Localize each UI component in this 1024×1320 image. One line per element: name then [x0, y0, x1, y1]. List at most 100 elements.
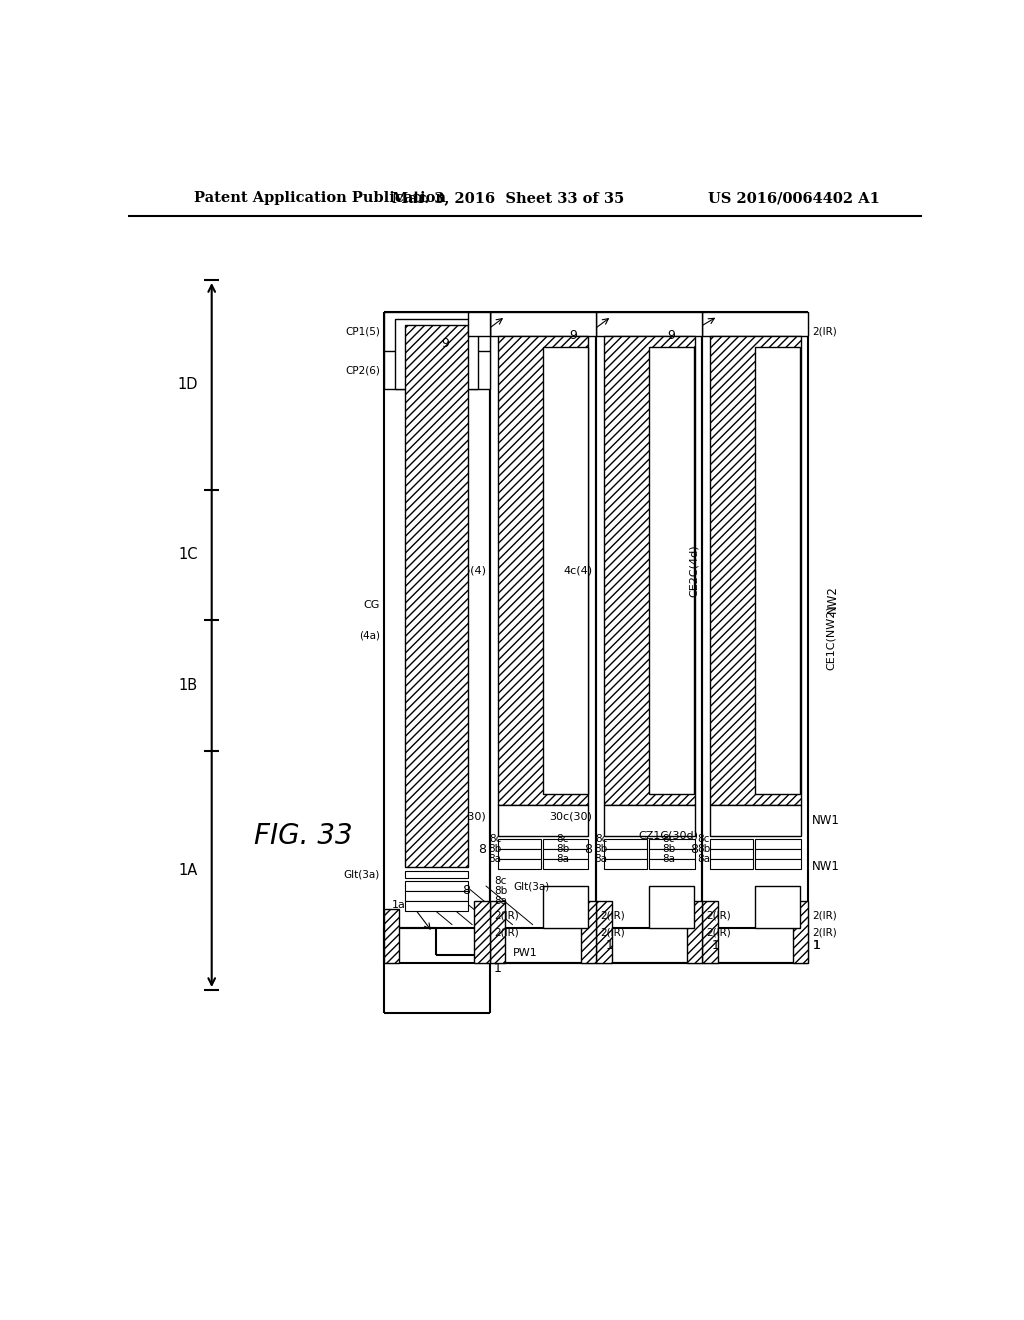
- Bar: [649, 859, 694, 869]
- Text: US 2016/0064402 A1: US 2016/0064402 A1: [708, 191, 880, 206]
- Bar: [710, 335, 801, 805]
- Text: PW1: PW1: [513, 948, 538, 958]
- Text: 1: 1: [494, 962, 502, 975]
- Text: 8b: 8b: [494, 886, 507, 896]
- Bar: [468, 313, 489, 335]
- Bar: [406, 891, 468, 900]
- Text: NW2: NW2: [825, 585, 839, 612]
- Bar: [604, 859, 647, 869]
- Text: 2(IR): 2(IR): [812, 927, 837, 937]
- Bar: [498, 335, 589, 805]
- Text: 8c: 8c: [494, 875, 506, 886]
- Bar: [604, 849, 647, 859]
- Bar: [498, 859, 541, 869]
- Text: 8c: 8c: [595, 834, 607, 843]
- Bar: [755, 347, 800, 793]
- Text: 2(IR): 2(IR): [707, 911, 731, 920]
- Text: 9: 9: [569, 329, 577, 342]
- Bar: [395, 318, 478, 389]
- Text: (4a): (4a): [358, 631, 380, 640]
- Bar: [543, 840, 589, 849]
- Bar: [649, 886, 693, 928]
- Text: 30b(30): 30b(30): [442, 812, 486, 822]
- Bar: [702, 902, 718, 964]
- Text: Mar. 3, 2016  Sheet 33 of 35: Mar. 3, 2016 Sheet 33 of 35: [391, 191, 624, 206]
- Text: 8b: 8b: [696, 843, 710, 854]
- Text: Patent Application Publication: Patent Application Publication: [194, 191, 445, 206]
- Text: 8a: 8a: [697, 854, 710, 865]
- Text: 1D: 1D: [177, 378, 198, 392]
- Bar: [384, 928, 809, 964]
- Text: 9: 9: [668, 329, 675, 342]
- Bar: [406, 871, 468, 878]
- Bar: [604, 840, 647, 849]
- Bar: [489, 902, 506, 964]
- Bar: [755, 886, 800, 928]
- Text: 4c(4): 4c(4): [563, 565, 592, 576]
- Text: CE1C(NW2): CE1C(NW2): [825, 605, 836, 669]
- Text: 8: 8: [585, 842, 592, 855]
- Bar: [755, 840, 801, 849]
- Text: 8c: 8c: [489, 834, 502, 843]
- Text: 1C: 1C: [178, 548, 198, 562]
- Text: CG: CG: [364, 601, 380, 610]
- Bar: [498, 805, 589, 836]
- Text: 8c: 8c: [662, 834, 675, 843]
- Bar: [649, 849, 694, 859]
- Text: 1a: 1a: [391, 900, 406, 911]
- Bar: [755, 859, 801, 869]
- Text: 4b(4): 4b(4): [456, 565, 486, 576]
- Bar: [384, 909, 399, 964]
- Text: FIG. 33: FIG. 33: [254, 822, 352, 850]
- Bar: [710, 849, 754, 859]
- Text: 30c(30): 30c(30): [549, 812, 592, 822]
- Bar: [604, 335, 694, 805]
- Text: 9: 9: [463, 329, 471, 342]
- Text: 2(IR): 2(IR): [494, 927, 518, 937]
- Text: Glt(3a): Glt(3a): [344, 870, 380, 879]
- Bar: [649, 840, 694, 849]
- Text: 8: 8: [478, 842, 486, 855]
- Text: 2(IR): 2(IR): [707, 927, 731, 937]
- Bar: [498, 840, 541, 849]
- Text: 8b: 8b: [556, 843, 569, 854]
- Bar: [474, 902, 489, 964]
- Text: 8c: 8c: [697, 834, 710, 843]
- Text: 2(IR): 2(IR): [600, 911, 625, 920]
- Text: Glt(3a): Glt(3a): [513, 880, 550, 891]
- Text: 8a: 8a: [488, 854, 502, 865]
- Bar: [384, 313, 489, 389]
- Bar: [543, 347, 588, 793]
- Bar: [543, 859, 589, 869]
- Text: 8a: 8a: [494, 896, 507, 906]
- Bar: [702, 313, 809, 335]
- Text: 2(IR): 2(IR): [812, 326, 837, 337]
- Bar: [710, 805, 801, 836]
- Text: 8: 8: [690, 842, 698, 855]
- Bar: [710, 840, 754, 849]
- Text: 8: 8: [463, 884, 471, 898]
- Text: 1B: 1B: [178, 678, 198, 693]
- Text: 2(IR): 2(IR): [600, 927, 625, 937]
- Bar: [755, 849, 801, 859]
- Text: CP2(6): CP2(6): [345, 366, 380, 375]
- Bar: [406, 880, 468, 891]
- Text: 1: 1: [712, 939, 720, 952]
- Text: NW1: NW1: [812, 861, 841, 874]
- Text: 8c: 8c: [556, 834, 568, 843]
- Text: 8b: 8b: [662, 843, 675, 854]
- Text: NW1: NW1: [812, 814, 841, 828]
- Bar: [543, 849, 589, 859]
- Bar: [406, 900, 468, 911]
- Bar: [596, 313, 702, 335]
- Text: 8a: 8a: [662, 854, 675, 865]
- Bar: [543, 886, 588, 928]
- Text: 2(IR): 2(IR): [812, 911, 837, 920]
- Text: CP1(5): CP1(5): [345, 326, 380, 337]
- Bar: [581, 902, 596, 964]
- Bar: [406, 325, 468, 867]
- Text: 8b: 8b: [595, 843, 607, 854]
- Bar: [793, 902, 809, 964]
- Bar: [710, 859, 754, 869]
- Text: 1: 1: [812, 939, 820, 952]
